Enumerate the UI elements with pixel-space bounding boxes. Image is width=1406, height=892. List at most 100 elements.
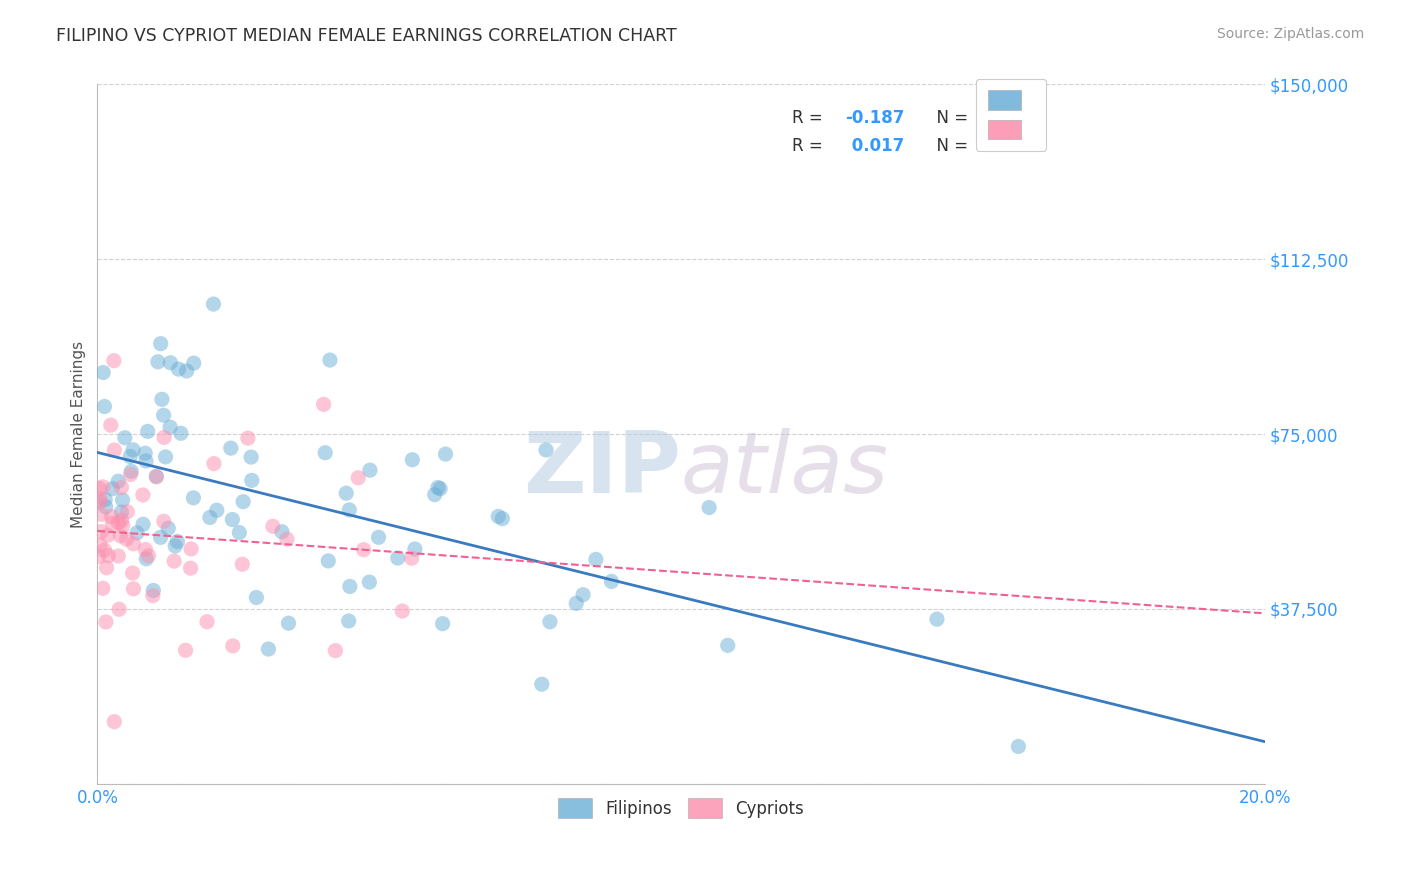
Point — [236, 431, 259, 445]
Text: N =: N = — [927, 136, 973, 155]
Point — [94, 500, 117, 514]
Point — [486, 509, 509, 524]
Point — [101, 516, 124, 531]
Point — [359, 463, 381, 477]
Point — [245, 591, 267, 605]
Point — [132, 517, 155, 532]
Point — [91, 582, 114, 596]
Point — [180, 561, 202, 575]
Point — [107, 516, 129, 530]
Point — [423, 488, 446, 502]
Point — [262, 519, 284, 533]
Point — [117, 505, 139, 519]
Point — [97, 528, 120, 542]
Point — [155, 450, 177, 464]
Point — [174, 643, 197, 657]
Point — [101, 482, 124, 496]
Text: 0.017: 0.017 — [845, 136, 904, 155]
Text: R =: R = — [792, 109, 828, 127]
Point — [202, 297, 225, 311]
Point — [152, 514, 174, 528]
Point — [228, 525, 250, 540]
Point — [110, 505, 132, 519]
Point — [136, 425, 159, 439]
Point — [111, 518, 134, 533]
Point — [312, 397, 335, 411]
Point — [270, 524, 292, 539]
Point — [222, 639, 245, 653]
Point — [401, 452, 423, 467]
Point — [337, 614, 360, 628]
Point — [426, 480, 449, 494]
Text: 80: 80 — [981, 109, 1004, 127]
Point — [240, 474, 263, 488]
Text: atlas: atlas — [681, 427, 889, 510]
Point — [276, 532, 298, 546]
Point — [240, 450, 263, 464]
Point — [132, 488, 155, 502]
Point — [353, 542, 375, 557]
Point — [319, 353, 342, 368]
Point — [585, 552, 607, 566]
Point — [232, 494, 254, 508]
Point — [94, 615, 117, 629]
Point — [183, 356, 205, 370]
Point — [145, 470, 167, 484]
Text: ZIP: ZIP — [523, 427, 681, 510]
Point — [115, 532, 138, 546]
Point — [205, 503, 228, 517]
Point — [91, 480, 114, 494]
Point — [103, 714, 125, 729]
Point — [149, 530, 172, 544]
Legend: Filipinos, Cypriots: Filipinos, Cypriots — [551, 792, 810, 824]
Point — [195, 615, 218, 629]
Point — [600, 574, 623, 589]
Point — [925, 612, 948, 626]
Point — [198, 510, 221, 524]
Point — [314, 446, 336, 460]
Point — [91, 366, 114, 380]
Point — [122, 537, 145, 551]
Point — [150, 392, 173, 407]
Point — [146, 355, 169, 369]
Point — [404, 541, 426, 556]
Point — [359, 575, 381, 590]
Point — [316, 554, 339, 568]
Point — [122, 442, 145, 457]
Point — [135, 551, 157, 566]
Point — [100, 509, 122, 524]
Point — [491, 511, 513, 525]
Point — [180, 541, 202, 556]
Point — [122, 582, 145, 596]
Point — [257, 642, 280, 657]
Point — [163, 554, 186, 568]
Point — [90, 508, 112, 522]
Point — [89, 491, 111, 506]
Text: R =: R = — [792, 136, 828, 155]
Point — [401, 551, 423, 566]
Point — [530, 677, 553, 691]
Point — [93, 400, 115, 414]
Point — [97, 549, 120, 563]
Point — [391, 604, 413, 618]
Point — [110, 480, 132, 494]
Point — [219, 441, 242, 455]
Point — [120, 464, 142, 478]
Point — [170, 426, 193, 441]
Point — [107, 549, 129, 563]
Point — [166, 534, 188, 549]
Text: Source: ZipAtlas.com: Source: ZipAtlas.com — [1216, 27, 1364, 41]
Point — [176, 364, 198, 378]
Point — [339, 579, 361, 593]
Point — [717, 638, 740, 652]
Point — [90, 524, 112, 539]
Point — [94, 492, 117, 507]
Point — [110, 529, 132, 543]
Point — [221, 512, 243, 526]
Point — [367, 530, 389, 544]
Point — [145, 469, 167, 483]
Point — [96, 561, 118, 575]
Point — [134, 446, 156, 460]
Text: -0.187: -0.187 — [845, 109, 905, 127]
Point — [157, 521, 180, 535]
